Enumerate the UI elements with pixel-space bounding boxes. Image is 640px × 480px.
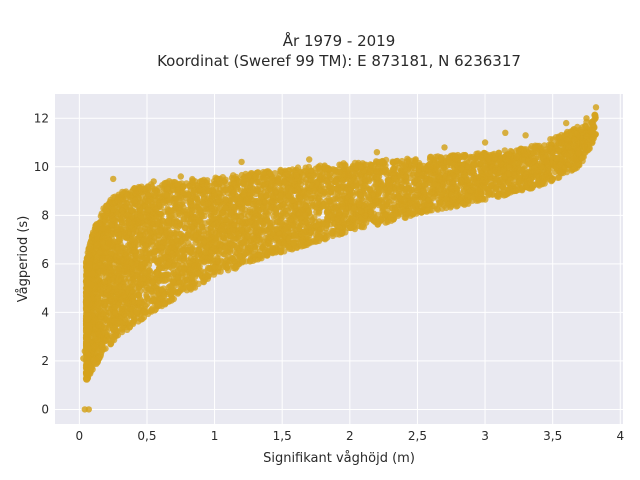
scatter-point xyxy=(463,183,470,190)
scatter-point xyxy=(144,184,152,191)
scatter-point xyxy=(111,238,118,245)
scatter-point xyxy=(495,149,503,157)
scatter-point xyxy=(574,123,581,131)
scatter-point xyxy=(442,184,449,191)
scatter-point xyxy=(138,255,146,262)
scatter-point xyxy=(247,257,254,264)
scatter-point xyxy=(241,206,249,213)
scatter-point xyxy=(102,217,109,224)
scatter-point xyxy=(179,269,186,276)
scatter-point xyxy=(191,189,199,196)
scatter-point xyxy=(515,165,522,172)
scatter-point xyxy=(210,181,218,188)
scatter-point xyxy=(150,291,157,298)
scatter-point xyxy=(128,207,135,215)
scatter-point xyxy=(218,248,225,256)
scatter-point xyxy=(146,267,153,274)
scatter-point xyxy=(156,184,163,192)
scatter-point xyxy=(331,168,339,175)
scatter-point xyxy=(178,247,186,254)
scatter-point xyxy=(260,229,267,236)
scatter-point xyxy=(215,196,222,203)
scatter-point xyxy=(525,158,532,165)
scatter-point xyxy=(252,256,259,263)
scatter-point xyxy=(271,170,279,177)
scatter-point xyxy=(232,173,240,181)
scatter-point xyxy=(361,175,369,183)
scatter-point xyxy=(224,267,232,274)
scatter-point xyxy=(537,163,545,170)
chart-title-line1: År 1979 - 2019 xyxy=(283,31,396,50)
scatter-point xyxy=(136,292,143,299)
scatter-point xyxy=(375,201,382,209)
scatter-point xyxy=(516,172,523,179)
scatter-point xyxy=(127,310,135,318)
scatter-point xyxy=(240,238,248,245)
scatter-point xyxy=(555,174,563,181)
scatter-point xyxy=(87,243,94,250)
scatter-point xyxy=(336,224,343,231)
scatter-point xyxy=(315,210,322,217)
scatter-point xyxy=(395,193,403,201)
scatter-point xyxy=(401,196,408,203)
scatter-point xyxy=(202,208,209,215)
scatter-point xyxy=(390,193,397,201)
scatter-points xyxy=(80,104,600,413)
scatter-point xyxy=(208,234,215,241)
scatter-point xyxy=(527,179,534,187)
scatter-point xyxy=(182,235,189,242)
scatter-point xyxy=(547,136,554,143)
scatter-point xyxy=(306,240,313,247)
chart-title-line2: Koordinat (Sweref 99 TM): E 873181, N 62… xyxy=(157,52,521,70)
scatter-point xyxy=(423,208,430,215)
scatter-point xyxy=(494,191,501,199)
scatter-point xyxy=(297,181,304,188)
scatter-point xyxy=(391,175,398,182)
scatter-point xyxy=(136,299,143,307)
scatter-point xyxy=(160,199,167,206)
scatter-point xyxy=(276,230,283,237)
scatter-point xyxy=(121,250,129,257)
scatter-point xyxy=(184,206,192,214)
scatter-point xyxy=(217,227,224,234)
scatter-point xyxy=(414,191,421,199)
scatter-point xyxy=(492,176,500,184)
scatter-point xyxy=(517,177,524,184)
scatter-point xyxy=(277,166,284,174)
scatter-point xyxy=(138,309,146,317)
scatter-point xyxy=(126,305,134,312)
scatter-point xyxy=(582,122,589,130)
scatter-point xyxy=(323,178,330,185)
scatter-point xyxy=(291,231,298,239)
scatter-point xyxy=(237,200,244,207)
scatter-point xyxy=(324,205,332,213)
scatter-point xyxy=(204,177,211,184)
scatter-point xyxy=(460,154,467,161)
scatter-point xyxy=(118,219,126,227)
scatter-point xyxy=(519,156,526,163)
scatter-point xyxy=(339,219,347,226)
scatter-point xyxy=(356,201,363,208)
scatter-point xyxy=(426,176,433,183)
scatter-point xyxy=(155,232,163,239)
scatter-point xyxy=(102,212,109,219)
scatter-point xyxy=(150,234,158,241)
scatter-point xyxy=(195,270,202,277)
scatter-point xyxy=(403,178,410,186)
scatter-point xyxy=(436,200,444,208)
scatter-point xyxy=(180,257,188,264)
scatter-point xyxy=(106,317,113,325)
scatter-point xyxy=(432,153,439,161)
scatter-point xyxy=(391,201,398,208)
